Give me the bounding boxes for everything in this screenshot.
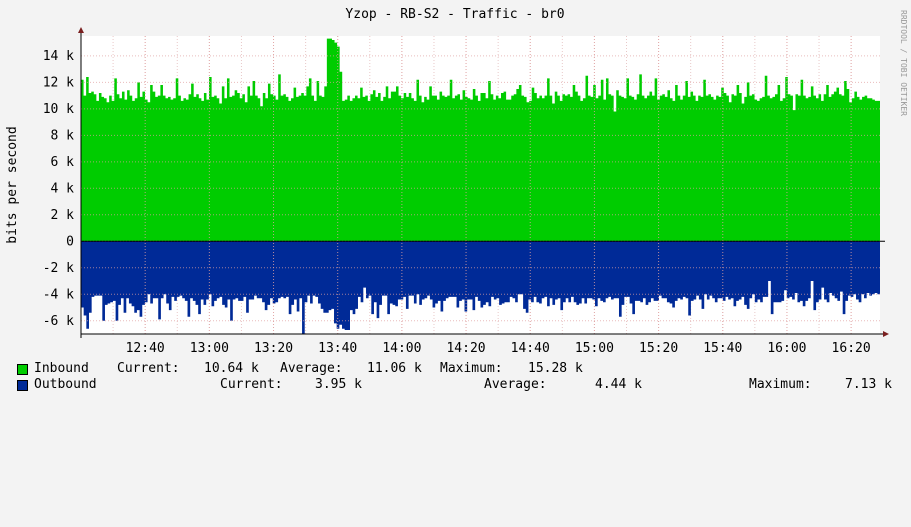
- y-tick-label: 12 k: [43, 75, 74, 90]
- chart-title: Yzop - RB-S2 - Traffic - br0: [345, 7, 564, 22]
- legend-inbound-current-label: Current:: [117, 361, 180, 376]
- x-tick-label: 14:40: [511, 341, 550, 356]
- x-tick-label: 14:00: [382, 341, 421, 356]
- legend-outbound-current: 3.95 k: [315, 377, 362, 392]
- legend-swatch-inbound: [17, 364, 28, 375]
- legend-outbound-name: Outbound: [34, 377, 97, 392]
- y-axis-arrow-icon: [78, 27, 84, 33]
- legend-inbound-average: 11.06 k: [367, 361, 422, 376]
- legend-inbound-name: Inbound: [34, 361, 89, 376]
- y-tick-label: 10 k: [43, 102, 74, 117]
- legend-outbound-maximum-label: Maximum:: [749, 377, 812, 392]
- y-tick-label: -4 k: [43, 287, 74, 302]
- legend-outbound-maximum: 7.13 k: [845, 377, 892, 392]
- legend-outbound-average-label: Average:: [484, 377, 547, 392]
- legend-inbound-average-label: Average:: [280, 361, 343, 376]
- legend-row-outbound: Outbound Current: 3.95 k Average: 4.44 k…: [0, 377, 911, 393]
- watermark: RRDTOOL / TOBI OETIKER: [899, 10, 908, 116]
- legend-outbound-average: 4.44 k: [595, 377, 642, 392]
- x-tick-label: 15:20: [639, 341, 678, 356]
- x-tick-label: 12:40: [126, 341, 165, 356]
- chart-canvas: 14 k 12 k 10 k 8 k 6 k 4 k 2 k 0 -2 k -4 k -6 k 12:…: [5, 7, 908, 356]
- y-tick-label: 2 k: [51, 208, 75, 223]
- series-area-outbound: [81, 241, 880, 334]
- x-axis-arrow-icon: [883, 331, 889, 337]
- legend-inbound-maximum: 15.28 k: [528, 361, 583, 376]
- x-tick-label: 13:40: [318, 341, 357, 356]
- y-tick-label: 6 k: [51, 155, 75, 170]
- traffic-chart: 14 k 12 k 10 k 8 k 6 k 4 k 2 k 0 -2 k -4 k -6 k 12:…: [0, 7, 911, 393]
- y-tick-label: -6 k: [43, 314, 74, 329]
- x-tick-label: 14:20: [446, 341, 485, 356]
- legend-row-inbound: Inbound Current: 10.64 k Average: 11.06 …: [0, 361, 911, 377]
- x-tick-label: 16:00: [767, 341, 806, 356]
- y-axis-label: bits per second: [5, 126, 20, 243]
- y-tick-label: 14 k: [43, 49, 74, 64]
- legend-outbound-current-label: Current:: [220, 377, 283, 392]
- x-tick-label: 16:20: [832, 341, 871, 356]
- x-tick-label: 15:40: [703, 341, 742, 356]
- series-area-inbound: [81, 38, 880, 242]
- legend-swatch-outbound: [17, 380, 28, 391]
- legend-inbound-current: 10.64 k: [204, 361, 259, 376]
- y-tick-label: -2 k: [43, 261, 74, 276]
- x-tick-label: 13:00: [190, 341, 229, 356]
- y-tick-label: 8 k: [51, 128, 75, 143]
- y-tick-label: 0: [66, 234, 74, 249]
- y-tick-label: 4 k: [51, 181, 75, 196]
- x-tick-label: 13:20: [254, 341, 293, 356]
- legend-inbound-maximum-label: Maximum:: [440, 361, 503, 376]
- x-tick-label: 15:00: [575, 341, 614, 356]
